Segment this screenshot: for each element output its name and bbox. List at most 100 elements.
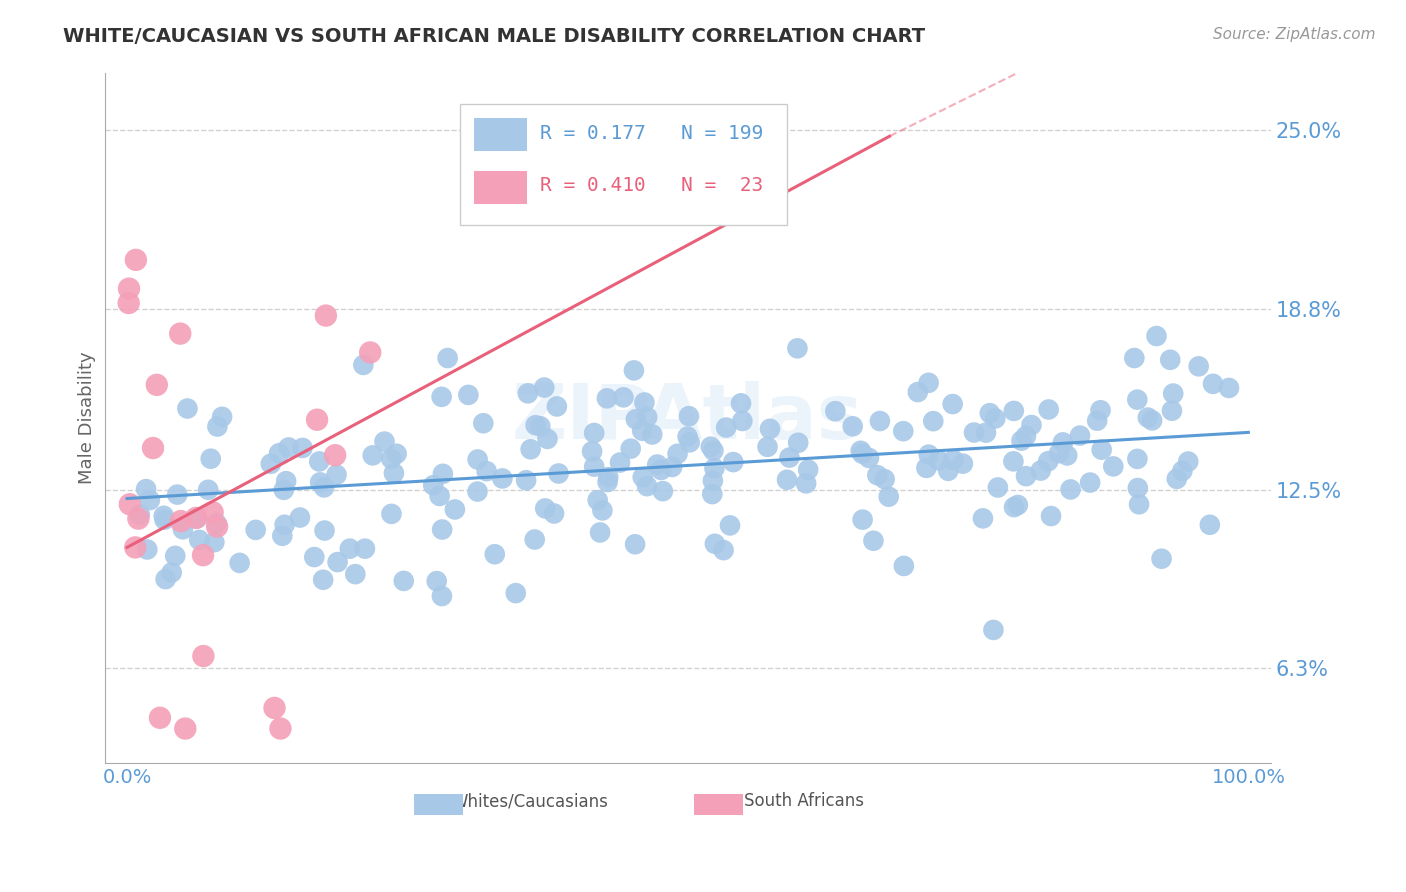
Point	[271, 529, 294, 543]
Point	[205, 516, 228, 531]
Point	[1166, 472, 1188, 486]
Point	[1150, 551, 1173, 566]
Point	[191, 548, 214, 562]
Point	[291, 441, 314, 455]
Point	[915, 461, 938, 475]
Point	[631, 470, 654, 484]
Text: R = 0.177   N = 199: R = 0.177 N = 199	[540, 123, 763, 143]
Point	[1040, 509, 1063, 524]
Point	[546, 400, 568, 414]
Point	[609, 456, 631, 470]
Point	[228, 556, 250, 570]
Point	[269, 722, 291, 736]
Point	[124, 541, 146, 555]
Point	[288, 510, 311, 524]
Point	[125, 252, 148, 267]
Point	[1021, 418, 1043, 433]
Point	[936, 464, 959, 478]
Point	[308, 454, 330, 468]
Point	[927, 453, 949, 467]
Point	[339, 541, 361, 556]
Point	[211, 409, 233, 424]
Text: R = 0.410   N =  23: R = 0.410 N = 23	[540, 176, 763, 195]
Point	[429, 489, 451, 503]
Point	[778, 450, 800, 465]
Point	[309, 475, 332, 490]
Point	[666, 447, 689, 461]
Point	[731, 414, 754, 428]
Text: South Africans: South Africans	[744, 792, 865, 810]
FancyBboxPatch shape	[413, 794, 463, 814]
Point	[650, 463, 672, 477]
Point	[636, 410, 658, 425]
Point	[166, 487, 188, 501]
Point	[1161, 403, 1184, 417]
Point	[245, 523, 267, 537]
Point	[149, 711, 172, 725]
Point	[263, 701, 285, 715]
Point	[326, 555, 349, 569]
Point	[534, 501, 557, 516]
Point	[515, 473, 537, 487]
Point	[484, 547, 506, 561]
Point	[430, 589, 453, 603]
Point	[373, 434, 395, 449]
Point	[1002, 404, 1025, 418]
Point	[620, 442, 643, 456]
Point	[197, 483, 219, 497]
Point	[661, 460, 683, 475]
Point	[589, 525, 612, 540]
Point	[186, 511, 208, 525]
Point	[877, 490, 900, 504]
Point	[972, 511, 994, 525]
Point	[273, 517, 295, 532]
Point	[917, 376, 939, 390]
Point	[205, 519, 228, 533]
Point	[128, 508, 150, 522]
Point	[160, 566, 183, 580]
Point	[794, 476, 817, 491]
Point	[533, 380, 555, 394]
Point	[1059, 483, 1081, 497]
Point	[702, 487, 724, 501]
Point	[382, 466, 405, 480]
Point	[1085, 414, 1108, 428]
Point	[436, 351, 458, 365]
Point	[963, 425, 986, 440]
FancyBboxPatch shape	[460, 104, 787, 225]
Point	[1002, 500, 1025, 515]
Point	[142, 441, 165, 455]
Point	[422, 478, 444, 492]
Point	[1102, 459, 1125, 474]
Point	[586, 493, 609, 508]
Point	[756, 440, 779, 454]
Point	[703, 461, 725, 475]
Point	[1015, 429, 1038, 443]
Point	[139, 493, 162, 508]
Point	[432, 467, 454, 481]
Point	[702, 474, 724, 488]
Point	[547, 467, 569, 481]
Point	[1128, 497, 1150, 511]
Point	[631, 424, 654, 438]
Point	[1011, 434, 1033, 448]
Point	[207, 419, 229, 434]
Point	[633, 395, 655, 409]
FancyBboxPatch shape	[693, 794, 742, 814]
Point	[426, 574, 449, 588]
Point	[352, 358, 374, 372]
Point	[1123, 351, 1146, 365]
Point	[267, 446, 290, 460]
Point	[979, 406, 1001, 420]
Point	[645, 458, 668, 472]
Point	[307, 413, 329, 427]
Point	[596, 392, 619, 406]
Point	[315, 309, 337, 323]
Point	[1159, 352, 1181, 367]
Point	[852, 513, 875, 527]
Point	[987, 480, 1010, 494]
Point	[201, 505, 224, 519]
Point	[304, 549, 326, 564]
Point	[942, 397, 965, 411]
Point	[676, 429, 699, 443]
